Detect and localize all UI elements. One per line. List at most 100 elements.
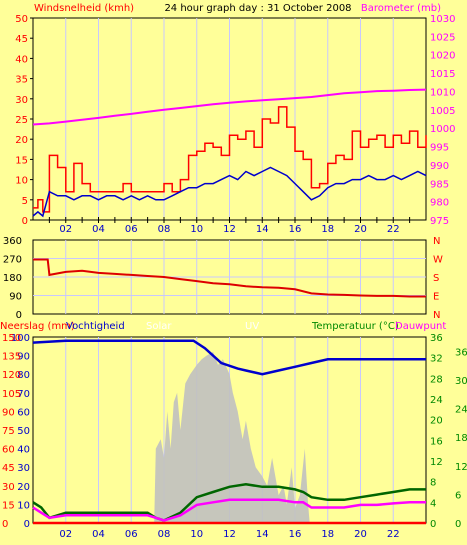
hour-tick-label: 12 — [223, 224, 236, 235]
humidity-tick-label: 10 — [17, 500, 30, 511]
solar-series — [33, 351, 426, 523]
temperature-tick-label: 12 — [430, 457, 443, 468]
barometer-tick-label: 990 — [430, 161, 449, 172]
barometer-tick-label: 980 — [430, 198, 449, 209]
hour-tick-label: 20 — [354, 224, 367, 235]
wind-barometer-panel: Windsnelheid (kmh) 24 hour graph day : 3… — [15, 3, 455, 235]
temperature-ticks: 0 4 8 12 16 20 24 28 32 36 — [430, 333, 443, 530]
dewpoint-tick-label: 18 — [455, 433, 467, 444]
compass-label: S — [433, 273, 439, 284]
hour-tick-label: 08 — [158, 529, 171, 540]
humidity-tick-label: 100 — [11, 333, 30, 344]
direction-tick-label: 90 — [9, 292, 22, 303]
compass-label: N — [433, 310, 440, 321]
wind-tick-label: 35 — [15, 75, 28, 86]
uv-axis-title: UV — [245, 321, 259, 332]
series-solar-area — [33, 351, 426, 523]
direction-tick-label: 360 — [3, 236, 22, 247]
wind-tick-label: 15 — [15, 155, 28, 166]
barometer-axis-title: Barometer (mb) — [361, 3, 441, 14]
hour-tick-label: 06 — [125, 224, 138, 235]
hour-tick-label: 02 — [59, 529, 72, 540]
wind-tick-label: 25 — [15, 115, 28, 126]
humidity-tick-label: 20 — [17, 482, 30, 493]
temperature-tick-label: 20 — [430, 416, 443, 427]
wind-tick-label: 30 — [15, 95, 28, 106]
direction-grid — [33, 240, 426, 314]
wind-speed-ticks: 0 5 10 15 20 25 30 35 40 45 50 — [15, 14, 33, 227]
wind-series — [32, 88, 427, 218]
dewpoint-tick-label: 36 — [455, 347, 467, 358]
humidity-tick-label: 60 — [17, 407, 30, 418]
temperature-tick-label: 8 — [430, 478, 436, 489]
rain-tick-label: 75 — [2, 426, 15, 437]
humidity-ticks: 0 10 20 30 40 50 60 70 80 90 100 — [11, 333, 30, 530]
series-winddirection-line — [33, 258, 426, 298]
dewpoint-ticks: 0 6 12 18 24 30 36 — [455, 347, 467, 530]
wind-tick-label: 40 — [15, 54, 28, 65]
temperature-axis-title: Temperatuur (°C) — [311, 321, 399, 332]
temperature-tick-label: 4 — [430, 498, 436, 509]
barometer-tick-label: 995 — [430, 143, 449, 154]
wind-x-ticks: 02 04 06 08 10 12 14 16 18 20 22 — [59, 224, 399, 235]
rain-tick-label: 45 — [2, 463, 15, 474]
direction-tick-label: 180 — [3, 273, 22, 284]
barometer-tick-label: 1000 — [430, 124, 455, 135]
hour-tick-label: 16 — [289, 224, 302, 235]
barometer-tick-label: 1020 — [430, 51, 455, 62]
hour-tick-label: 18 — [321, 224, 334, 235]
direction-tick-label: 270 — [3, 255, 22, 266]
dewpoint-tick-label: 30 — [455, 376, 467, 387]
rain-tick-label: 105 — [2, 389, 21, 400]
wind-tick-label: 10 — [15, 176, 28, 187]
hour-tick-label: 10 — [190, 529, 203, 540]
wind-tick-label: 5 — [22, 196, 28, 207]
rain-tick-label: 135 — [2, 352, 21, 363]
temperature-tick-label: 32 — [430, 354, 443, 365]
direction-tick-label: 0 — [16, 310, 22, 321]
rain-tick-label: 30 — [2, 482, 15, 493]
humidity-tick-label: 30 — [17, 463, 30, 474]
hour-tick-label: 14 — [256, 529, 269, 540]
barometer-tick-label: 985 — [430, 179, 449, 190]
hour-tick-label: 20 — [354, 529, 367, 540]
dewpoint-tick-label: 12 — [455, 462, 467, 473]
humidity-tick-label: 50 — [17, 426, 30, 437]
compass-label: N — [433, 236, 440, 247]
series-dauwpunt-line — [32, 498, 426, 522]
rain-tick-label: 120 — [2, 370, 21, 381]
dewpoint-axis-title: Dauwpunt — [395, 321, 446, 332]
compass-label: E — [433, 292, 439, 303]
rain-tick-label: 90 — [2, 407, 15, 418]
series-vochtigheid-line — [32, 339, 426, 376]
humidity-tick-label: 40 — [17, 445, 30, 456]
dewpoint-tick-label: 0 — [455, 519, 461, 530]
dewpoint-tick-label: 24 — [455, 405, 467, 416]
temperature-tick-label: 28 — [430, 374, 443, 385]
humidity-tick-label: 90 — [17, 352, 30, 363]
temp-series — [32, 339, 426, 525]
barometer-tick-label: 975 — [430, 216, 449, 227]
hour-tick-label: 12 — [223, 529, 236, 540]
humidity-tick-label: 70 — [17, 389, 30, 400]
temperature-tick-label: 0 — [430, 519, 436, 530]
hour-tick-label: 16 — [289, 529, 302, 540]
hour-tick-label: 06 — [125, 529, 138, 540]
compass-label: W — [433, 255, 443, 266]
hour-tick-label: 04 — [92, 529, 105, 540]
rain-tick-label: 15 — [2, 500, 15, 511]
barometer-tick-label: 1025 — [430, 32, 455, 43]
hour-tick-label: 14 — [256, 224, 269, 235]
series-barometer-line — [32, 88, 427, 126]
barometer-tick-label: 1005 — [430, 106, 455, 117]
temperature-tick-label: 16 — [430, 436, 443, 447]
humidity-tick-label: 0 — [24, 519, 30, 530]
series-temperatuur-line — [32, 483, 426, 522]
barometer-tick-label: 1010 — [430, 87, 455, 98]
wind-tick-label: 50 — [15, 14, 28, 25]
rain-tick-label: 0 — [2, 519, 8, 530]
chart-title: 24 hour graph day : 31 October 2008 — [164, 3, 351, 14]
hour-tick-label: 22 — [387, 224, 400, 235]
